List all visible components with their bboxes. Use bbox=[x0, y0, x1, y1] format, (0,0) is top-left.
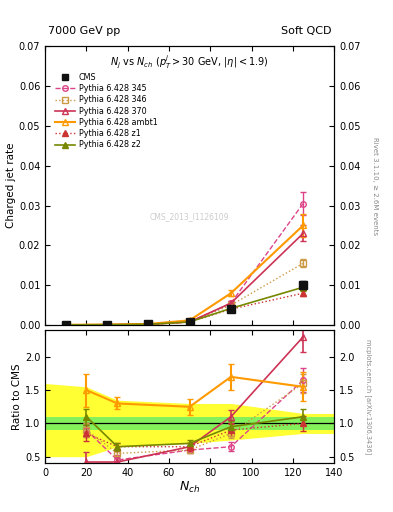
Y-axis label: Ratio to CMS: Ratio to CMS bbox=[12, 364, 22, 430]
Text: $N_j$ vs $N_{ch}$ ($p_T^j$$>$30 GeV, $|\eta|$$<$1.9): $N_j$ vs $N_{ch}$ ($p_T^j$$>$30 GeV, $|\… bbox=[110, 53, 269, 71]
Y-axis label: Rivet 3.1.10, ≥ 2.6M events: Rivet 3.1.10, ≥ 2.6M events bbox=[371, 137, 378, 234]
Legend: CMS, Pythia 6.428 345, Pythia 6.428 346, Pythia 6.428 370, Pythia 6.428 ambt1, P: CMS, Pythia 6.428 345, Pythia 6.428 346,… bbox=[52, 70, 161, 153]
Text: 7000 GeV pp: 7000 GeV pp bbox=[48, 26, 120, 36]
Text: Soft QCD: Soft QCD bbox=[281, 26, 331, 36]
Y-axis label: Charged jet rate: Charged jet rate bbox=[6, 143, 16, 228]
X-axis label: $N_{ch}$: $N_{ch}$ bbox=[179, 480, 200, 495]
Text: CMS_2013_I1126109: CMS_2013_I1126109 bbox=[150, 212, 230, 221]
Y-axis label: mcplots.cern.ch [arXiv:1306.3436]: mcplots.cern.ch [arXiv:1306.3436] bbox=[365, 339, 372, 455]
